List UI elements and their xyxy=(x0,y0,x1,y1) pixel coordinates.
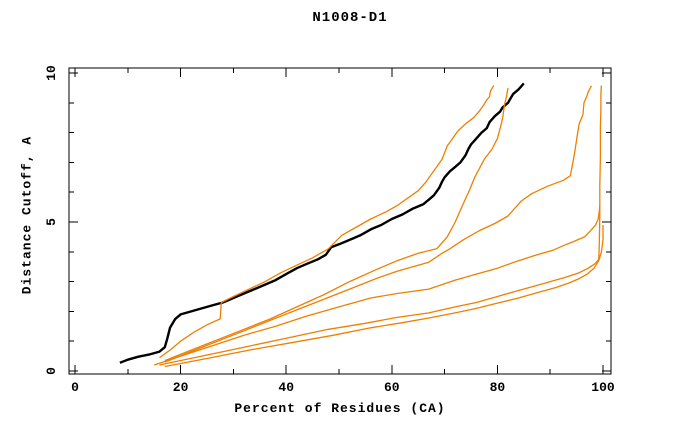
x-tick-label: 20 xyxy=(173,380,189,395)
x-tick-label: 0 xyxy=(71,380,79,395)
series-prediction-4 xyxy=(153,205,601,366)
x-tick-label: 100 xyxy=(591,380,615,395)
y-tick-label: 0 xyxy=(44,367,59,375)
x-tick-label: 80 xyxy=(490,380,506,395)
x-axis-label: Percent of Residues (CA) xyxy=(234,401,446,416)
series-prediction-3 xyxy=(164,85,592,363)
series-model-black-target xyxy=(119,82,525,364)
series-prediction-2 xyxy=(164,87,509,362)
plot-frame xyxy=(68,67,612,375)
series-prediction-1 xyxy=(159,85,495,359)
chart-title: N1008-D1 xyxy=(312,10,388,26)
y-tick-label: 10 xyxy=(44,65,59,81)
y-tick-label: 5 xyxy=(44,218,59,226)
x-tick-label: 40 xyxy=(278,380,294,395)
series-prediction-5 xyxy=(159,85,603,366)
series-prediction-6 xyxy=(164,225,604,368)
y-axis-label-text: Distance Cutoff, A xyxy=(19,135,35,295)
x-tick-label: 60 xyxy=(384,380,400,395)
